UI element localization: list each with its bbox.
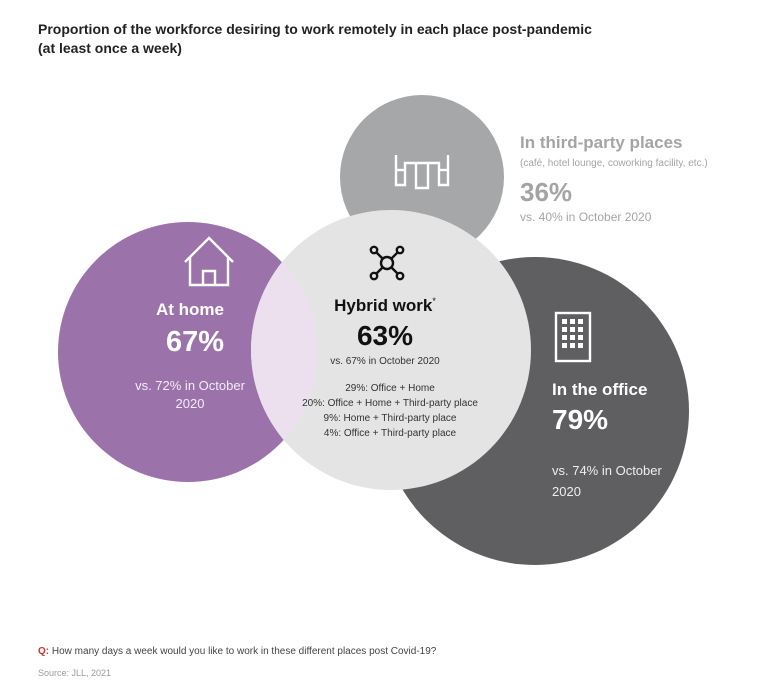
source-note: Source: JLL, 2021 bbox=[38, 668, 112, 678]
network-icon bbox=[369, 245, 405, 281]
office-building-icon bbox=[554, 311, 592, 363]
third-party-desk-icon bbox=[394, 155, 450, 190]
hybrid-breakdown-list: 29%: Office + Home 20%: Office + Home + … bbox=[275, 381, 505, 441]
home-circle bbox=[58, 222, 318, 482]
office-percent: 79% bbox=[552, 404, 609, 435]
third-party-subtitle: (café, hotel lounge, coworking facility,… bbox=[520, 158, 708, 169]
hybrid-label-text: Hybrid work bbox=[334, 296, 433, 315]
hybrid-breakdown-item: 29%: Office + Home bbox=[345, 383, 435, 394]
hybrid-label: Hybrid work* bbox=[300, 296, 470, 316]
chart-title: Proportion of the workforce desiring to … bbox=[38, 20, 738, 58]
hybrid-breakdown-item: 4%: Office + Third-party place bbox=[323, 428, 457, 439]
hybrid-breakdown-item: 20%: Office + Home + Third-party place bbox=[302, 398, 478, 409]
survey-question: Q: How many days a week would you like t… bbox=[38, 646, 436, 657]
home-comparison: vs. 72% in October 2020 bbox=[135, 378, 245, 411]
question-text: How many days a week would you like to w… bbox=[51, 646, 437, 657]
chart-title-line-1: Proportion of the workforce desiring to … bbox=[38, 21, 592, 37]
third-party-percent: 36% bbox=[520, 177, 573, 207]
home-percent: 67% bbox=[165, 326, 225, 358]
house-icon bbox=[184, 236, 234, 287]
hybrid-breakdown-item: 9%: Home + Third-party place bbox=[323, 413, 457, 424]
third-party-label: In third-party places bbox=[520, 133, 683, 152]
office-label: In the office bbox=[552, 380, 648, 399]
office-comparison: vs. 74% in October 2020 bbox=[552, 463, 662, 499]
hybrid-footnote-mark: * bbox=[432, 296, 436, 306]
hybrid-circle bbox=[251, 210, 531, 490]
home-label: At home bbox=[156, 300, 224, 319]
hybrid-percent: 63% bbox=[356, 320, 414, 351]
chart-title-line-2: (at least once a week) bbox=[38, 40, 182, 56]
hybrid-comparison: vs. 67% in October 2020 bbox=[330, 356, 440, 367]
third-party-comparison: vs. 40% in October 2020 bbox=[520, 210, 652, 224]
question-prefix: Q: bbox=[38, 646, 50, 657]
